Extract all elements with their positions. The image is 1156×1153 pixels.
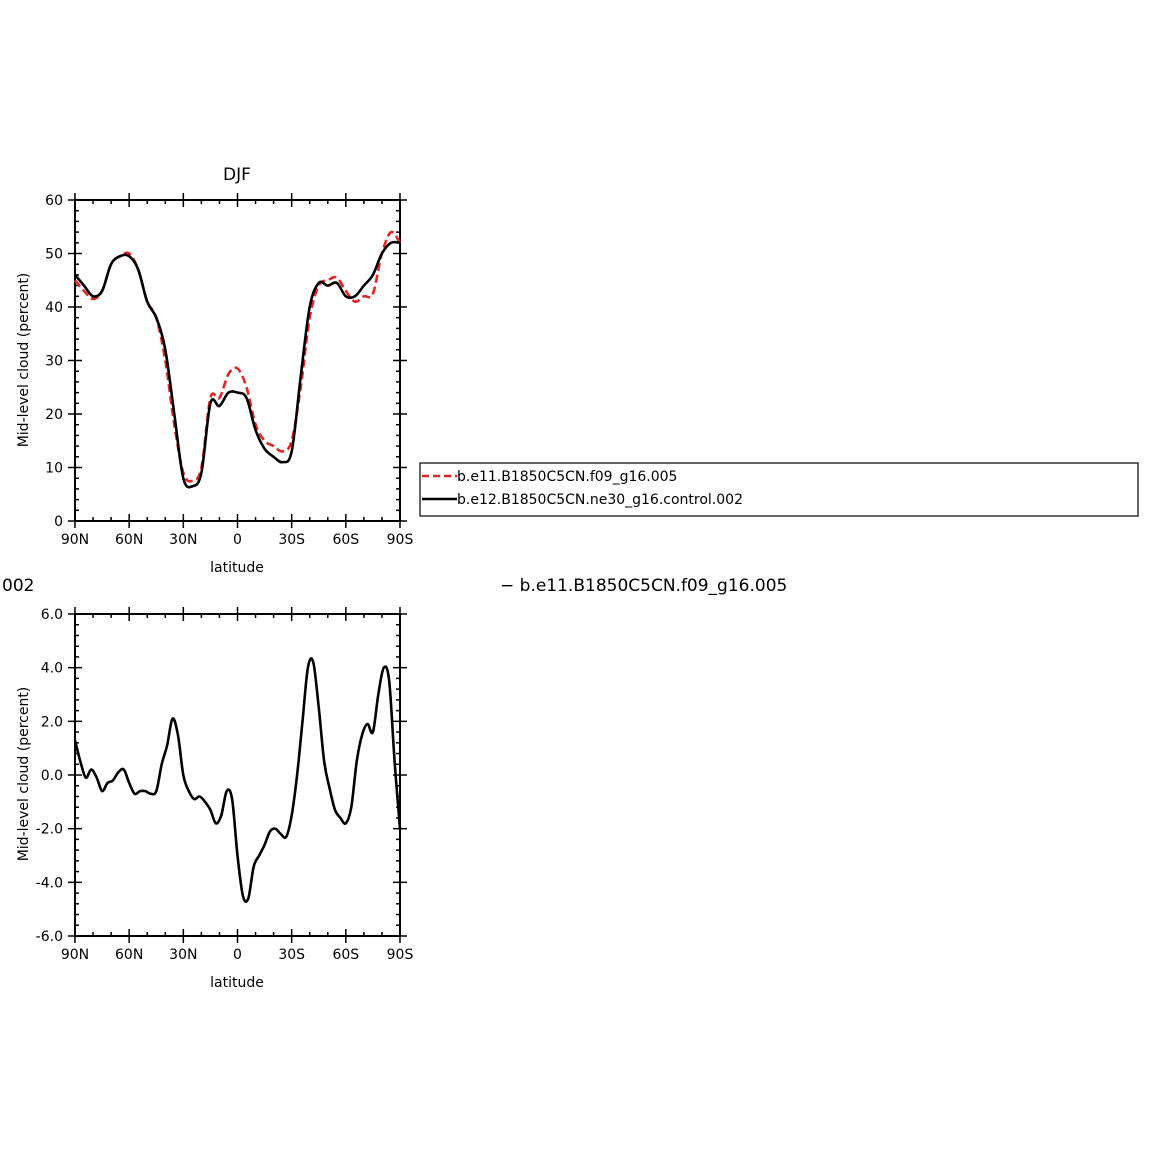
- x-tick-label: 30N: [169, 947, 197, 963]
- x-tick-label: 60N: [115, 532, 143, 548]
- y-tick-label: 50: [45, 247, 63, 263]
- plot-frame: [74, 199, 401, 522]
- y-tick-label: 60: [45, 193, 63, 209]
- panel-top-left-label: 002: [2, 576, 34, 596]
- y-tick-label: 30: [45, 354, 63, 370]
- legend: b.e11.B1850C5CN.f09_g16.005 b.e12.B1850C…: [419, 462, 1139, 517]
- x-tick-label: 30S: [278, 947, 305, 963]
- y-axis-label: Mid-level cloud (percent): [16, 273, 32, 448]
- y-tick-label: 4.0: [41, 661, 63, 677]
- series-lines: [73, 657, 402, 903]
- chart-title: DJF: [223, 165, 251, 185]
- x-tick-label: 60N: [115, 947, 143, 963]
- y-tick-label: 40: [45, 300, 63, 316]
- y-axis-label: Mid-level cloud (percent): [16, 687, 32, 862]
- series-line-1: [74, 230, 402, 483]
- x-tick-label: 60S: [332, 532, 359, 548]
- y-tick-label: 2.0: [41, 714, 63, 730]
- x-tick-label: 90N: [61, 532, 89, 548]
- y-tick-label: -6.0: [36, 929, 63, 945]
- x-tick-label: 90S: [387, 532, 414, 548]
- x-tick-label: 0: [233, 532, 242, 548]
- x-tick-label: 60S: [332, 947, 359, 963]
- panel-difference: 002 − b.e11.B1850C5CN.f09_g16.005 Mid-le…: [2, 576, 787, 991]
- panel-absolute: DJF Mid-level cloud (percent) latitude 9…: [16, 165, 413, 576]
- legend-label-series-1: b.e11.B1850C5CN.f09_g16.005: [457, 469, 677, 485]
- y-tick-label: 10: [45, 461, 63, 477]
- series-lines: [74, 230, 402, 489]
- y-tick-label: 6.0: [41, 607, 63, 623]
- x-axis-label: latitude: [210, 975, 264, 991]
- y-tick-label: 0: [54, 514, 63, 530]
- y-tick-label: -4.0: [36, 875, 63, 891]
- x-axis-label: latitude: [210, 560, 264, 576]
- series-line-1: [73, 657, 402, 903]
- x-tick-label: 0: [233, 947, 242, 963]
- x-tick-label: 90N: [61, 947, 89, 963]
- legend-box: [419, 462, 1139, 517]
- axis-ticks: 90N 60N 30N 0 30S 60S 90S -6.0 -4.0 -2.0 0.0 2.0 4.0…: [36, 607, 414, 963]
- legend-label-series-2: b.e12.B1850C5CN.ne30_g16.control.002: [457, 492, 743, 508]
- x-tick-label: 30S: [278, 532, 305, 548]
- y-tick-label: 20: [45, 407, 63, 423]
- y-tick-label: 0.0: [41, 768, 63, 784]
- x-tick-label: 30N: [169, 532, 197, 548]
- y-tick-label: -2.0: [36, 822, 63, 838]
- plot-frame: [74, 613, 401, 937]
- series-line-2: [74, 240, 401, 489]
- axis-ticks: 90N 60N 30N 0 30S 60S 90S 0 10 20 30 40 50 60: [45, 193, 413, 548]
- panel-top-right-label: − b.e11.B1850C5CN.f09_g16.005: [500, 576, 787, 596]
- x-tick-label: 90S: [387, 947, 414, 963]
